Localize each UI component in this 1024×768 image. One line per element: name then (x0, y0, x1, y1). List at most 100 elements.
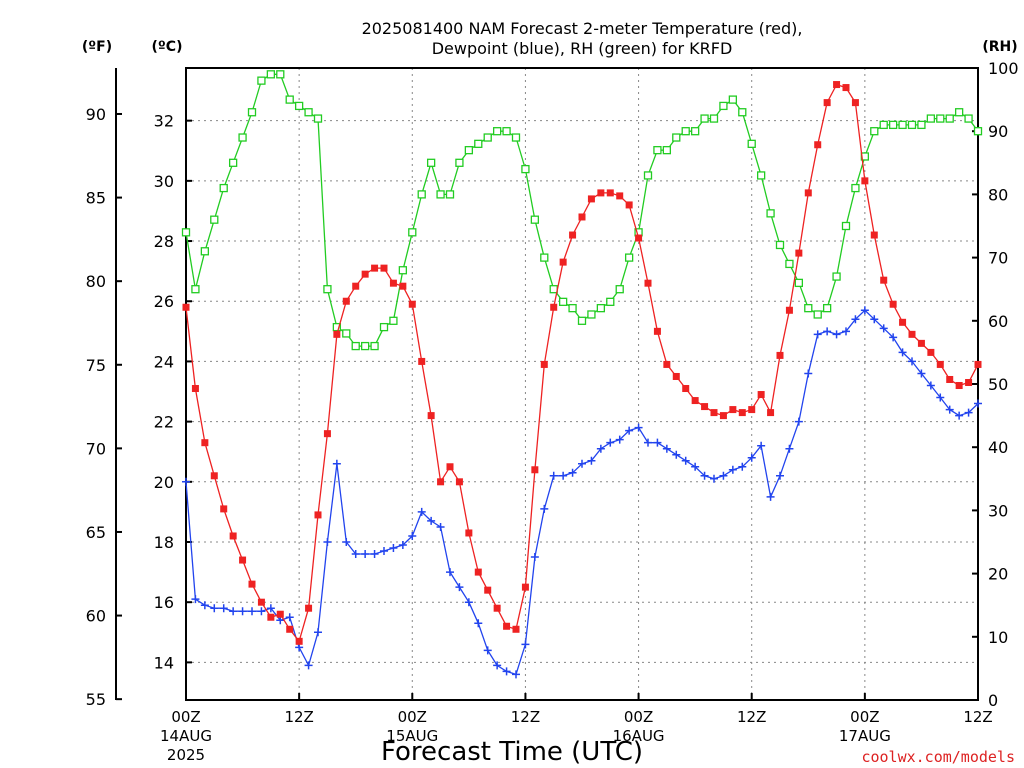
temperature-point (295, 637, 303, 645)
temperature-point (917, 339, 925, 347)
dewpoint-point (804, 369, 813, 378)
rh-tick-label: 90 (988, 122, 1008, 141)
dewpoint-point (427, 516, 436, 525)
temperature-point (352, 282, 360, 290)
rh-point (813, 310, 822, 319)
temperature-point (540, 360, 548, 368)
rh-point (804, 304, 813, 313)
dewpoint-point (540, 504, 549, 513)
fahrenheit-tick-label: 70 (86, 439, 106, 458)
rh-point (888, 120, 898, 130)
rh-point (606, 297, 615, 306)
dewpoint-point (710, 474, 718, 483)
temperature-point (389, 279, 397, 287)
rh-point (436, 190, 445, 199)
temperature-point (342, 297, 350, 305)
temperature-point (851, 99, 859, 107)
rh-point (417, 190, 426, 199)
temperature-point (267, 613, 275, 621)
rh-point (398, 266, 408, 275)
temperature-point (559, 258, 567, 266)
temperature-point (795, 249, 803, 257)
temperature-point (719, 412, 727, 420)
plot-series (181, 70, 983, 679)
rh-point (323, 285, 332, 294)
rh-point (728, 95, 738, 104)
temperature-point (333, 330, 341, 338)
dewpoint-point (681, 456, 690, 465)
dewpoint-point (917, 369, 926, 378)
rh-point (558, 297, 568, 306)
temperature-point (861, 177, 869, 185)
temperature-point (606, 189, 614, 197)
rh-point (191, 285, 200, 294)
rh-point (681, 127, 690, 136)
temperature-point (408, 300, 416, 308)
rh-point (870, 127, 879, 136)
dewpoint-point (257, 607, 266, 616)
dewpoint-point (794, 417, 803, 426)
dewpoint-point (813, 330, 822, 339)
rh-point (408, 228, 417, 237)
temperature-point (776, 351, 784, 359)
rh-point (577, 316, 587, 325)
rh-point (549, 285, 558, 294)
temperature-point (936, 360, 944, 368)
dewpoint-point (568, 468, 577, 477)
rh-point (219, 183, 228, 193)
dewpoint-point (361, 550, 370, 559)
rh-point (332, 322, 342, 332)
fahrenheit-tick-label: 85 (86, 189, 106, 208)
rh-point (266, 70, 276, 79)
dewpoint-point (728, 465, 737, 474)
rh-point (360, 341, 370, 351)
rh-point (794, 278, 804, 288)
dewpoint-point (474, 619, 483, 628)
temperature-point (870, 231, 878, 239)
rh-tick-label: 30 (988, 501, 1008, 520)
temperature-point (927, 348, 935, 356)
temperature-point (616, 192, 624, 200)
temperature-point (229, 532, 237, 540)
temperature-point (210, 472, 218, 480)
credit-text: coolwx.com/models (861, 748, 1015, 766)
rh-point (313, 114, 323, 123)
temperature-point (201, 439, 209, 447)
temperature-point (767, 409, 775, 417)
temperature-point (908, 330, 916, 338)
temperature-point (427, 412, 435, 420)
rh-point (304, 108, 313, 117)
dewpoint-point (417, 507, 426, 516)
rh-tick-label: 10 (988, 628, 1008, 647)
dewpoint-point (738, 462, 747, 471)
celsius-tick-label: 20 (154, 473, 174, 492)
chart-title-line-1: 2025081400 NAM Forecast 2-meter Temperat… (362, 19, 803, 38)
rh-point (766, 209, 775, 218)
temperature-point (182, 303, 190, 311)
axes: 55 60 65 70 75 80 85 90 14 16 18 20 22 24 26 28 30 32 0 10 2… (86, 59, 1019, 764)
dewpoint-point (191, 595, 200, 604)
x-tick-label: 12Z (963, 708, 992, 726)
dewpoint-point (842, 327, 850, 336)
dewpoint-point (219, 604, 228, 613)
rh-point (294, 101, 304, 111)
temperature-point (484, 586, 492, 594)
rh-point (474, 139, 483, 148)
temperature-point (418, 357, 426, 365)
celsius-tick-label: 32 (154, 112, 174, 131)
dewpoint-point (182, 477, 190, 486)
temperature-point (371, 264, 379, 272)
dewpoint-point (370, 550, 379, 559)
temperature-point (521, 583, 529, 591)
rh-point (596, 304, 606, 313)
rh-point (624, 253, 634, 262)
x-tick-date-label: 14AUG (160, 727, 212, 745)
celsius-tick-label: 26 (154, 292, 174, 311)
dewpoint-point (662, 444, 671, 453)
rh-tick-label: 20 (988, 565, 1008, 584)
temperature-point (474, 568, 482, 576)
temperature-point (804, 189, 812, 197)
dewpoint-point (766, 492, 775, 501)
temperature-point (380, 264, 388, 272)
temperature-point (965, 378, 973, 386)
